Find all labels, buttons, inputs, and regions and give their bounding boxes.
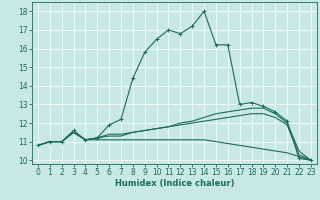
X-axis label: Humidex (Indice chaleur): Humidex (Indice chaleur) xyxy=(115,179,234,188)
